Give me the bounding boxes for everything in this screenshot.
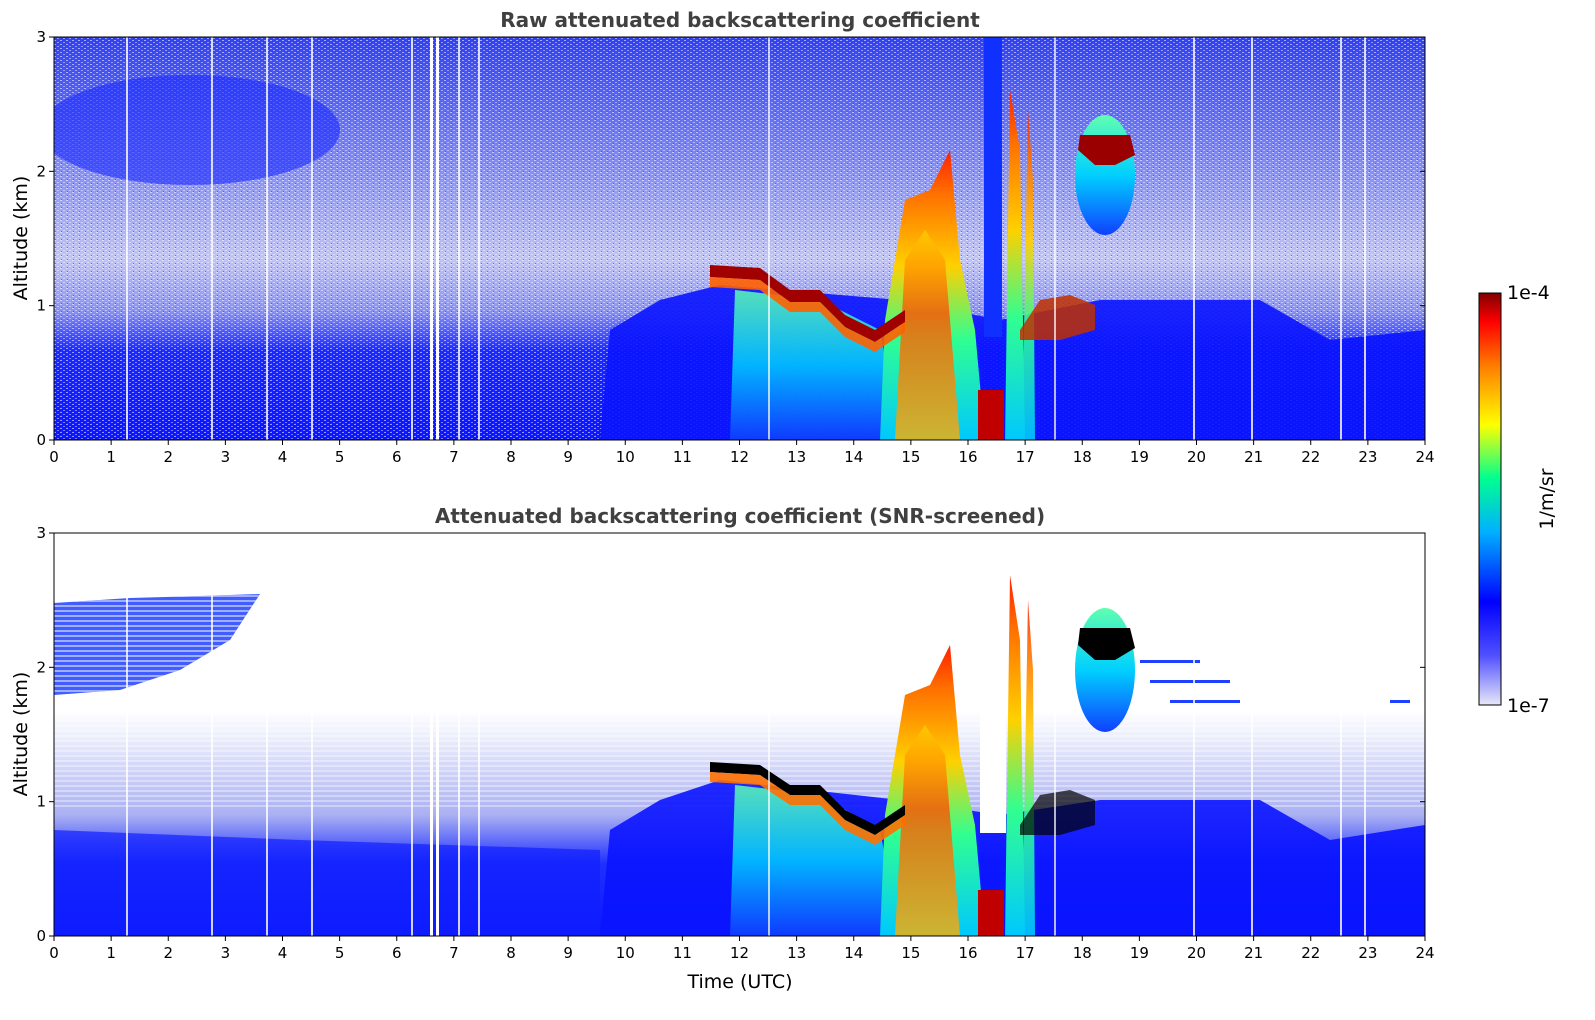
colorbar-unit-label: 1/m/sr bbox=[1536, 468, 1558, 529]
x-tick-label: 3 bbox=[221, 448, 231, 466]
raw-heatmap bbox=[54, 37, 1425, 440]
x-tick-label: 0 bbox=[49, 944, 59, 962]
y-tick-label: 1 bbox=[36, 793, 46, 811]
x-tick-label: 17 bbox=[1016, 944, 1035, 962]
x-tick-label: 14 bbox=[844, 448, 863, 466]
x-tick-label: 15 bbox=[901, 944, 920, 962]
x-tick-label: 12 bbox=[730, 944, 749, 962]
x-tick-label: 8 bbox=[506, 944, 516, 962]
x-tick-label: 5 bbox=[335, 944, 345, 962]
x-tick-label: 24 bbox=[1415, 448, 1434, 466]
x-tick-label: 12 bbox=[730, 448, 749, 466]
x-tick-label: 3 bbox=[221, 944, 231, 962]
y-tick-label: 0 bbox=[36, 431, 46, 449]
colorbar-max-label: 1e-4 bbox=[1507, 282, 1550, 304]
y-tick-label: 0 bbox=[36, 927, 46, 945]
colorbar: 1e-4 1e-7 1/m/sr bbox=[1478, 282, 1558, 717]
x-tick-label: 11 bbox=[673, 944, 692, 962]
y-tick-label: 3 bbox=[36, 28, 46, 46]
panel-screened-xlabel: Time (UTC) bbox=[686, 971, 792, 993]
x-tick-label: 18 bbox=[1073, 448, 1092, 466]
colorbar-min-label: 1e-7 bbox=[1507, 695, 1550, 717]
x-tick-label: 21 bbox=[1244, 448, 1263, 466]
x-tick-label: 8 bbox=[506, 448, 516, 466]
x-tick-label: 10 bbox=[616, 944, 635, 962]
x-tick-label: 20 bbox=[1187, 944, 1206, 962]
panel-raw: Raw attenuated backscattering coefficien… bbox=[10, 8, 1435, 466]
x-tick-label: 4 bbox=[278, 448, 288, 466]
x-tick-label: 2 bbox=[163, 448, 173, 466]
panel-screened-title: Attenuated backscattering coefficient (S… bbox=[435, 504, 1045, 528]
x-tick-label: 17 bbox=[1016, 448, 1035, 466]
x-tick-label: 21 bbox=[1244, 944, 1263, 962]
x-tick-label: 5 bbox=[335, 448, 345, 466]
x-tick-label: 24 bbox=[1415, 944, 1434, 962]
x-tick-label: 22 bbox=[1301, 448, 1320, 466]
x-tick-label: 9 bbox=[563, 944, 573, 962]
x-tick-label: 2 bbox=[163, 944, 173, 962]
x-tick-label: 16 bbox=[958, 448, 977, 466]
screened-heatmap bbox=[54, 533, 1425, 936]
x-tick-label: 7 bbox=[449, 944, 459, 962]
x-tick-label: 14 bbox=[844, 944, 863, 962]
x-tick-label: 7 bbox=[449, 448, 459, 466]
x-tick-label: 6 bbox=[392, 448, 402, 466]
x-tick-label: 10 bbox=[616, 448, 635, 466]
panel-screened-ylabel: Altitude (km) bbox=[10, 672, 32, 797]
x-tick-label: 15 bbox=[901, 448, 920, 466]
y-tick-label: 1 bbox=[36, 297, 46, 315]
x-tick-label: 13 bbox=[787, 448, 806, 466]
panel-raw-axes: 0 1 2 3 4 5 6 7 8 9 10 11 12 13 14 15 16 17 18 19 20 21 22 23 24… bbox=[36, 28, 1434, 466]
panel-raw-ylabel: Altitude (km) bbox=[10, 176, 32, 301]
x-tick-label: 0 bbox=[49, 448, 59, 466]
x-tick-label: 6 bbox=[392, 944, 402, 962]
y-tick-label: 3 bbox=[36, 524, 46, 542]
y-tick-label: 2 bbox=[36, 658, 46, 676]
x-tick-label: 20 bbox=[1187, 448, 1206, 466]
x-tick-label: 4 bbox=[278, 944, 288, 962]
x-tick-label: 18 bbox=[1073, 944, 1092, 962]
colorbar-bar bbox=[1478, 292, 1502, 706]
y-tick-label: 2 bbox=[36, 162, 46, 180]
x-tick-label: 1 bbox=[106, 944, 116, 962]
x-tick-label: 16 bbox=[958, 944, 977, 962]
x-tick-label: 19 bbox=[1130, 944, 1149, 962]
panel-screened-axes: 0 1 2 3 4 5 6 7 8 9 10 11 12 13 14 15 16 17 18 19 20 21 22 23 24… bbox=[36, 524, 1434, 962]
x-tick-label: 13 bbox=[787, 944, 806, 962]
x-tick-label: 23 bbox=[1358, 944, 1377, 962]
x-tick-label: 1 bbox=[106, 448, 116, 466]
panel-screened: Attenuated backscattering coefficient (S… bbox=[10, 504, 1435, 993]
x-tick-label: 22 bbox=[1301, 944, 1320, 962]
x-tick-label: 9 bbox=[563, 448, 573, 466]
x-tick-label: 11 bbox=[673, 448, 692, 466]
x-tick-label: 19 bbox=[1130, 448, 1149, 466]
panel-raw-title: Raw attenuated backscattering coefficien… bbox=[500, 8, 980, 32]
x-tick-label: 23 bbox=[1358, 448, 1377, 466]
